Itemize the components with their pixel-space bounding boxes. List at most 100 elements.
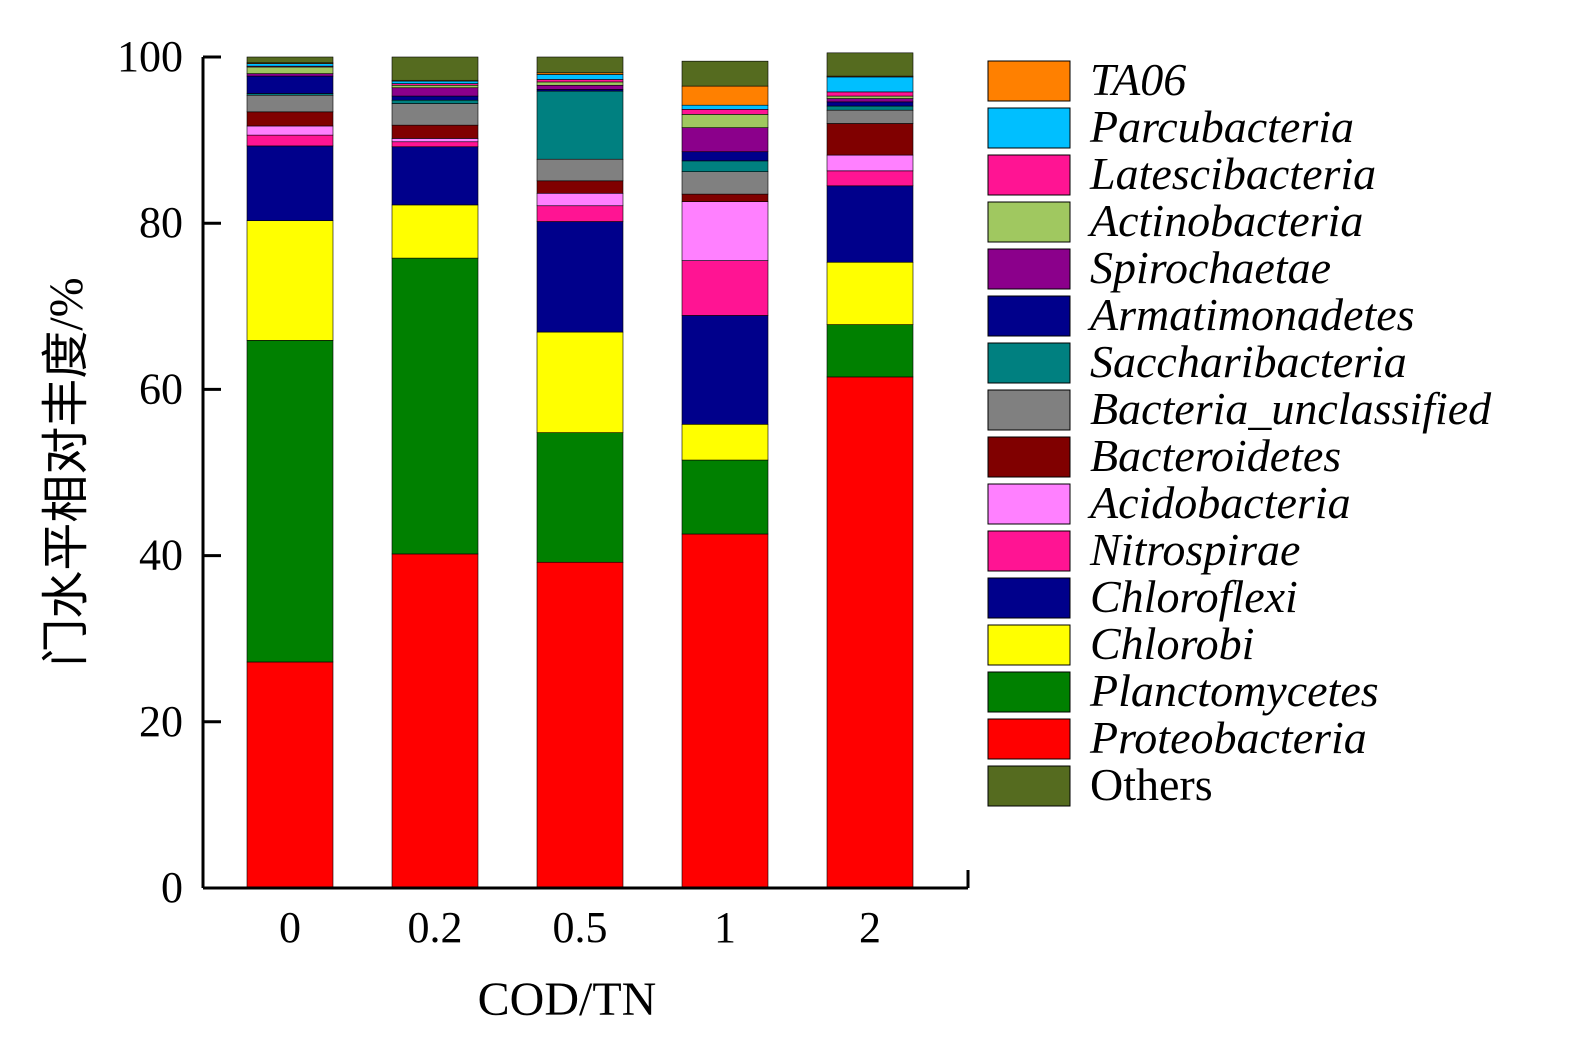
bar-segment-bacteria-unclassified-0-5 [536,158,624,182]
bar-segment-bacteroidetes-0 [246,111,334,127]
legend-label-latescibacteria: Latescibacteria [1089,148,1376,199]
legend-swatch-proteobacteria [987,718,1071,760]
bar-segment-spirochaetae-0 [246,73,334,77]
bar-segment-bacteria-unclassified-2 [826,109,914,124]
bar-segment-actinobacteria-2 [826,95,914,99]
bar-segment-planctomycetes-0-5 [536,432,624,563]
legend-swatch-bacteria-unclassified [987,389,1071,431]
bar-segment-parcubacteria-1 [681,104,769,110]
bar-segment-chlorobi-0 [246,220,334,341]
legend-label-others: Others [1090,759,1213,810]
bar-segment-chloroflexi-0-5 [536,221,624,333]
bar-segment-parcubacteria-0 [246,63,334,67]
legend-label-acidobacteria: Acidobacteria [1087,477,1351,528]
bar-segment-acidobacteria-1 [681,201,769,261]
bar-segment-armatimonadetes-0 [246,75,334,94]
bar-segment-chloroflexi-2 [826,185,914,263]
bar-segment-saccharibacteria-0-5 [536,90,624,160]
bar-segment-latescibacteria-1 [681,109,769,115]
bar-segment-others-0 [246,56,334,64]
y-tick-label: 100 [117,32,183,81]
legend-label-armatimonadetes: Armatimonadetes [1087,289,1415,340]
legend-swatch-actinobacteria [987,201,1071,243]
bar-segment-armatimonadetes-0-2 [391,95,479,101]
bar-segment-chlorobi-1 [681,424,769,461]
legend-label-planctomycetes: Planctomycetes [1089,665,1379,716]
bar-segment-acidobacteria-0-5 [536,192,624,207]
bar-segment-actinobacteria-0-5 [536,81,624,86]
legend-label-saccharibacteria: Saccharibacteria [1090,336,1407,387]
y-tick-label: 60 [139,364,183,413]
legend-swatch-planctomycetes [987,671,1071,713]
bar-segment-others-1 [681,60,769,87]
bar-segment-latescibacteria-2 [826,91,914,97]
bar-segment-proteobacteria-0-2 [391,553,479,889]
bar-segment-actinobacteria-0-2 [391,84,479,89]
bar-segment-bacteroidetes-1 [681,193,769,202]
bar-segment-parcubacteria-0-2 [391,80,479,84]
legend-label-chlorobi: Chlorobi [1090,618,1254,669]
bar-segment-nitrospirae-0-2 [391,141,479,148]
bar-segment-parcubacteria-0-5 [536,74,624,80]
bar-segment-nitrospirae-0 [246,134,334,147]
legend-label-bacteroidetes: Bacteroidetes [1090,430,1341,481]
bar-segment-saccharibacteria-1 [681,160,769,172]
bar-segment-bacteroidetes-0-2 [391,124,479,139]
bar-segment-proteobacteria-0-5 [536,561,624,889]
bar-segment-latescibacteria-0-5 [536,79,624,83]
legend-swatch-latescibacteria [987,154,1071,196]
bar-segment-acidobacteria-2 [826,154,914,172]
bar-segment-proteobacteria-0 [246,661,334,889]
bar-segment-planctomycetes-0-2 [391,257,479,555]
bar-segment-nitrospirae-2 [826,170,914,187]
bar-segment-proteobacteria-2 [826,376,914,889]
x-tick-label: 1 [714,903,736,952]
y-ticks: 0 20 40 60 80 100 [117,32,221,912]
legend-swatch-parcubacteria [987,107,1071,149]
bar-segment-saccharibacteria-0-2 [391,99,479,104]
y-tick-label: 40 [139,531,183,580]
x-tick-label: 0.5 [553,903,608,952]
bar-segment-chloroflexi-0 [246,145,334,222]
legend-swatch-chloroflexi [987,577,1071,619]
legend-label-spirochaetae: Spirochaetae [1090,242,1331,293]
legend-swatch-ta06 [987,60,1071,102]
y-tick-label: 20 [139,697,183,746]
legend-label-ta06: TA06 [1090,54,1186,105]
bar-segment-acidobacteria-0-2 [391,138,479,143]
bar-segment-bacteroidetes-0-5 [536,180,624,194]
bar-segment-bacteria-unclassified-1 [681,171,769,195]
legend-swatch-bacteroidetes [987,436,1071,478]
bar-segment-others-0-5 [536,56,624,74]
x-tick-label: 2 [859,903,881,952]
bar-segment-others-2 [826,52,914,77]
bar-segment-armatimonadetes-1 [681,151,769,162]
legend-label-chloroflexi: Chloroflexi [1090,571,1298,622]
x-tick-label: 0.2 [408,903,463,952]
bar-segment-armatimonadetes-2 [826,101,914,107]
bar-segment-planctomycetes-2 [826,324,914,378]
bar-segment-parcubacteria-2 [826,76,914,93]
legend-label-bacteria-unclassified: Bacteria_unclassified [1090,383,1492,434]
bar-segment-planctomycetes-0 [246,340,334,663]
bar-segment-spirochaetae-0-2 [391,87,479,97]
x-axis-title: COD/TN [478,973,657,1026]
legend-swatch-chlorobi [987,624,1071,666]
bar-segment-actinobacteria-1 [681,114,769,128]
bar-segment-spirochaetae-2 [826,98,914,103]
bar-segment-planctomycetes-1 [681,459,769,535]
legend-swatch-acidobacteria [987,483,1071,525]
bar-stacks [246,52,914,889]
bar-segment-actinobacteria-0 [246,66,334,74]
legend: TA06ParcubacteriaLatescibacteriaActinoba… [987,54,1492,810]
legend-label-nitrospirae: Nitrospirae [1089,524,1300,575]
x-tick-label: 0 [279,903,301,952]
legend-swatch-armatimonadetes [987,295,1071,337]
bar-segment-saccharibacteria-2 [826,105,914,111]
bar-segment-ta06-1 [681,85,769,106]
legend-swatch-others [987,765,1071,807]
y-tick-label: 80 [139,198,183,247]
bar-segment-chloroflexi-0-2 [391,146,479,206]
legend-swatch-spirochaetae [987,248,1071,290]
